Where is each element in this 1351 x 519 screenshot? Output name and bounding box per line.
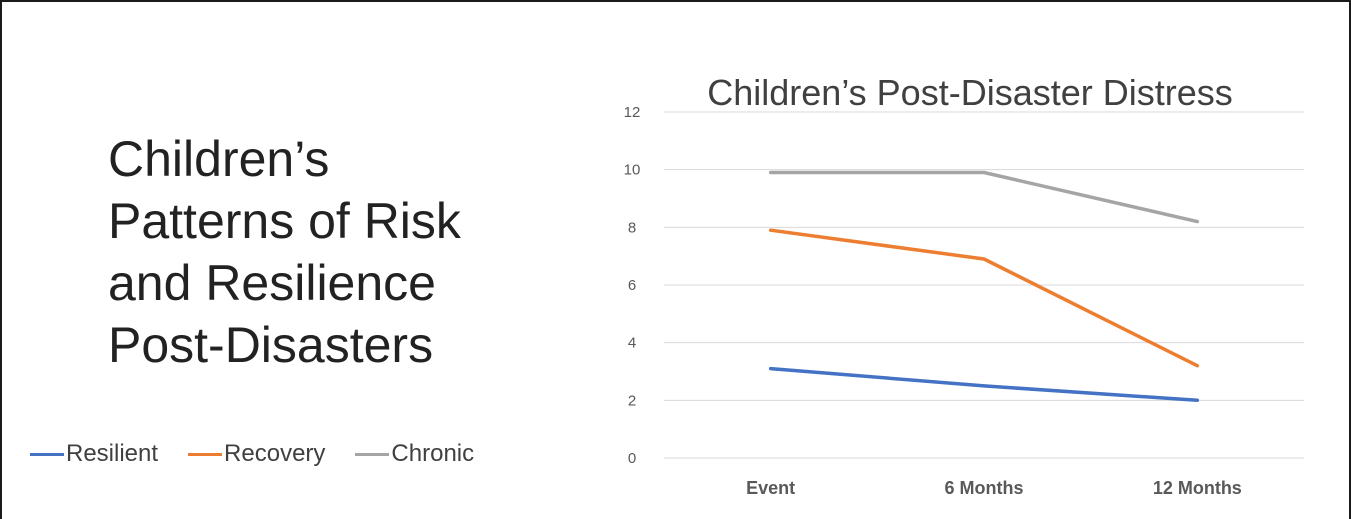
y-tick-label-10: 10 (624, 162, 641, 179)
y-tick-label-2: 2 (628, 392, 636, 409)
legend-item-resilient: Resilient (30, 440, 158, 468)
legend-swatch-resilient (30, 452, 64, 456)
series-line-chronic (768, 170, 1200, 224)
x-tick-label-event: Event (746, 478, 795, 498)
legend-item-recovery: Recovery (188, 440, 325, 468)
x-tick-label-12-months: 12 Months (1153, 478, 1242, 498)
y-tick-label-12: 12 (624, 104, 641, 121)
slide-title-line-1: Children’s (108, 131, 330, 187)
x-tick-label-6-months: 6 Months (945, 478, 1024, 498)
y-tick-label-6: 6 (628, 277, 636, 294)
slide-title-line-4: Post-Disasters (108, 317, 434, 373)
slide-title-line-2: Patterns of Risk (108, 193, 461, 249)
legend-swatch-recovery (188, 452, 223, 456)
legend-label-chronic: Chronic (391, 440, 475, 467)
y-tick-label-8: 8 (628, 219, 636, 236)
legend-item-chronic: Chronic (355, 440, 474, 468)
series-line-recovery (768, 228, 1200, 368)
chart-legend: Resilient Recovery Chronic (30, 436, 474, 472)
legend-label-resilient: Resilient (66, 440, 159, 467)
y-tick-label-4: 4 (628, 335, 636, 352)
y-tick-label-0: 0 (628, 450, 636, 467)
series-line-resilient (768, 366, 1200, 403)
legend-swatch-chronic (355, 452, 390, 456)
legend-label-recovery: Recovery (224, 440, 326, 467)
slide-title: Children’s Patterns of Risk and Resilien… (108, 128, 528, 376)
slide-title-line-3: and Resilience (108, 255, 436, 311)
chart-title: Children’s Post-Disaster Distress (707, 72, 1233, 113)
